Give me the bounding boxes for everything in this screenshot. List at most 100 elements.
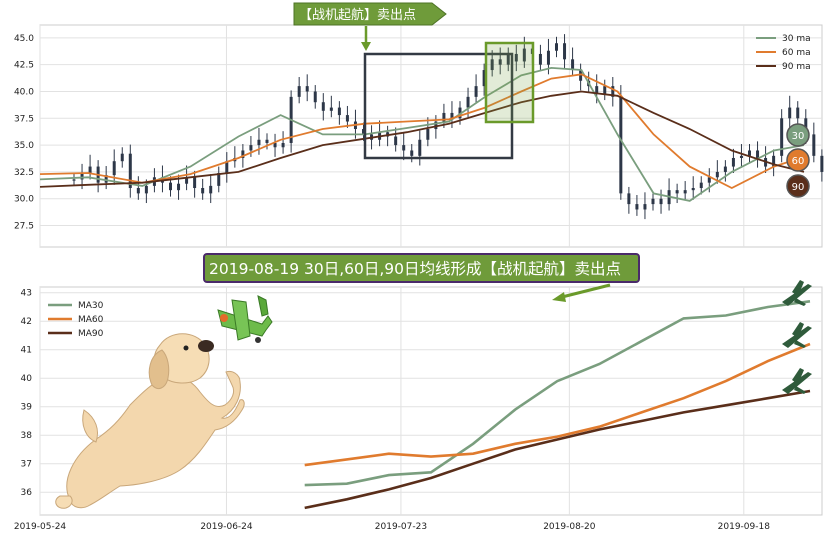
bottom-banner-arrow-head bbox=[552, 292, 566, 302]
candle-body bbox=[225, 161, 229, 173]
top-line-30-ma bbox=[39, 66, 805, 202]
bottom-y-tick-label: 37 bbox=[21, 460, 32, 470]
candle-body bbox=[88, 166, 92, 173]
candle-body bbox=[112, 161, 116, 176]
top-line-90-ma bbox=[39, 90, 805, 188]
top-ma-lines bbox=[39, 66, 805, 202]
candle-body bbox=[506, 53, 510, 65]
top-chart: 45.0 42.5 40.0 37.5 35.0 32.5 30.0 27.5 30 ma 6… bbox=[14, 24, 824, 248]
marker-60 bbox=[786, 148, 810, 172]
airplane-icon-ma90 bbox=[782, 368, 812, 394]
candle-body bbox=[498, 59, 502, 65]
candle-body bbox=[217, 173, 221, 186]
candle-body bbox=[522, 48, 526, 62]
top-y-tick-label: 37.5 bbox=[14, 114, 34, 124]
bottom-banner-arrow-shaft bbox=[561, 283, 611, 299]
candle-body bbox=[273, 142, 277, 148]
bottom-x-axis: 2019-05-24 2019-06-24 2019-07-23 2019-08-20… bbox=[14, 522, 770, 532]
bottom-y-tick-label: 39 bbox=[21, 403, 33, 413]
bottom-y-tick-label: 36 bbox=[21, 488, 33, 498]
top-y-axis: 45.0 42.5 40.0 37.5 35.0 32.5 30.0 27.5 bbox=[14, 34, 34, 232]
top-banner: 【战机起航】卖出点 bbox=[293, 2, 447, 51]
candle-body bbox=[611, 86, 615, 97]
candle-body bbox=[603, 86, 607, 94]
candle-body bbox=[739, 155, 743, 158]
bottom-ma-lines bbox=[304, 300, 811, 510]
bottom-x-tick-label: 2019-09-18 bbox=[718, 522, 771, 532]
candle-body bbox=[546, 50, 550, 65]
candle-body bbox=[442, 112, 446, 122]
candle-body bbox=[177, 183, 181, 191]
candle-body bbox=[305, 86, 309, 92]
bottom-line-MA30 bbox=[304, 300, 811, 487]
candle-body bbox=[120, 153, 124, 162]
bottom-x-tick-label: 2019-08-20 bbox=[543, 522, 596, 532]
bottom-x-tick-label: 2019-05-24 bbox=[14, 522, 67, 532]
candle-body bbox=[104, 175, 108, 183]
candle-body bbox=[329, 107, 333, 111]
candle-body bbox=[168, 182, 172, 191]
candle-body bbox=[345, 115, 349, 122]
bottom-x-tick-label: 2019-06-24 bbox=[200, 522, 253, 532]
candle-body bbox=[699, 182, 703, 189]
candle-body bbox=[756, 150, 760, 158]
candle-body bbox=[812, 134, 816, 156]
candle-body bbox=[796, 107, 800, 119]
candle-body bbox=[707, 177, 711, 183]
candle-body bbox=[723, 166, 727, 172]
top-y-tick-label: 27.5 bbox=[14, 222, 34, 232]
bottom-y-tick-label: 42 bbox=[21, 317, 32, 327]
candle-body bbox=[72, 179, 76, 181]
top-banner-arrow-head bbox=[361, 42, 371, 51]
legend-30ma: 30 ma bbox=[782, 34, 811, 44]
candle-body bbox=[144, 185, 148, 194]
toy-airplane-icon bbox=[217, 295, 273, 343]
candle-body bbox=[731, 157, 735, 167]
candle-body bbox=[563, 43, 567, 60]
candle-body bbox=[772, 155, 776, 167]
bottom-y-tick-label: 43 bbox=[21, 289, 32, 299]
legend-ma90: MA90 bbox=[78, 329, 104, 339]
bottom-y-axis: 43 42 41 40 39 38 37 36 bbox=[21, 289, 33, 499]
candle-body bbox=[747, 150, 751, 156]
candle-body bbox=[410, 150, 414, 156]
candle-body bbox=[128, 153, 132, 189]
bottom-legend: MA30 MA60 MA90 bbox=[48, 301, 104, 339]
candle-body bbox=[136, 188, 140, 194]
candle-body bbox=[627, 193, 631, 205]
candle-body bbox=[185, 177, 189, 184]
candle-body bbox=[434, 121, 438, 130]
candle-body bbox=[265, 139, 269, 143]
top-y-tick-label: 35.0 bbox=[14, 141, 34, 151]
candle-body bbox=[80, 173, 84, 180]
candle-body bbox=[418, 139, 422, 156]
bottom-banner: 2019-08-19 30日,60日,90日均线形成【战机起航】卖出点 bbox=[203, 253, 640, 302]
top-y-tick-label: 40.0 bbox=[14, 87, 34, 97]
candle-body bbox=[281, 142, 285, 148]
candle-body bbox=[780, 118, 784, 156]
puppy-illustration bbox=[55, 333, 245, 509]
candle-body bbox=[249, 145, 253, 151]
marker-30-label: 30 bbox=[792, 131, 805, 142]
top-y-tick-label: 42.5 bbox=[14, 61, 34, 71]
candle-body bbox=[297, 86, 301, 97]
candle-body bbox=[651, 198, 655, 205]
candle-body bbox=[675, 190, 679, 194]
candle-body bbox=[595, 86, 599, 94]
bottom-y-tick-label: 40 bbox=[21, 374, 33, 384]
top-y-tick-label: 32.5 bbox=[14, 168, 34, 178]
bottom-line-MA90 bbox=[304, 389, 811, 510]
marker-30 bbox=[786, 123, 810, 147]
candle-body bbox=[394, 136, 398, 146]
pattern-box bbox=[363, 52, 514, 160]
bottom-line-MA60 bbox=[304, 342, 811, 467]
candle-body bbox=[635, 204, 639, 210]
marker-90-label: 90 bbox=[792, 182, 805, 193]
legend-60ma: 60 ma bbox=[782, 48, 811, 58]
candle-body bbox=[490, 59, 494, 71]
candle-body bbox=[691, 188, 695, 191]
legend-ma30: MA30 bbox=[78, 301, 104, 311]
candle-body bbox=[426, 129, 430, 140]
